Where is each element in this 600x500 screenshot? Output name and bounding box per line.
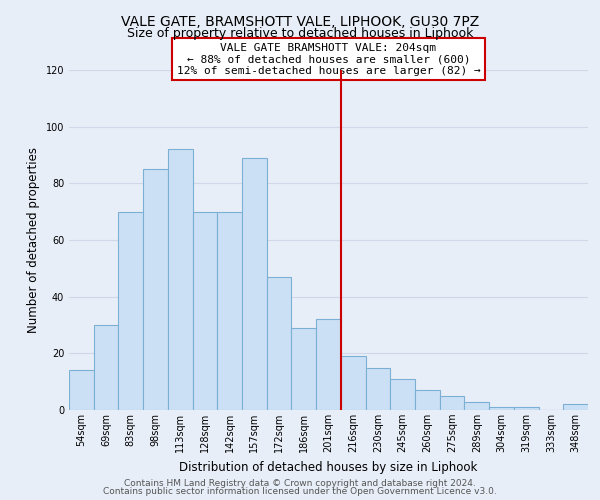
Bar	[341, 356, 365, 410]
Y-axis label: Number of detached properties: Number of detached properties	[27, 147, 40, 333]
Bar	[69, 370, 94, 410]
Bar	[514, 407, 539, 410]
Bar	[267, 277, 292, 410]
Bar	[489, 407, 514, 410]
Text: VALE GATE, BRAMSHOTT VALE, LIPHOOK, GU30 7PZ: VALE GATE, BRAMSHOTT VALE, LIPHOOK, GU30…	[121, 15, 479, 29]
Bar	[217, 212, 242, 410]
Bar	[94, 325, 118, 410]
Bar	[415, 390, 440, 410]
Text: Contains HM Land Registry data © Crown copyright and database right 2024.: Contains HM Land Registry data © Crown c…	[124, 478, 476, 488]
Bar	[193, 212, 217, 410]
Bar	[390, 379, 415, 410]
Bar	[168, 150, 193, 410]
Text: Size of property relative to detached houses in Liphook: Size of property relative to detached ho…	[127, 28, 473, 40]
Bar	[365, 368, 390, 410]
Bar	[292, 328, 316, 410]
Bar	[118, 212, 143, 410]
Text: Contains public sector information licensed under the Open Government Licence v3: Contains public sector information licen…	[103, 487, 497, 496]
Bar	[464, 402, 489, 410]
Bar	[242, 158, 267, 410]
Bar	[316, 320, 341, 410]
Bar	[563, 404, 588, 410]
X-axis label: Distribution of detached houses by size in Liphook: Distribution of detached houses by size …	[179, 460, 478, 473]
Bar	[143, 169, 168, 410]
Text: VALE GATE BRAMSHOTT VALE: 204sqm
← 88% of detached houses are smaller (600)
12% : VALE GATE BRAMSHOTT VALE: 204sqm ← 88% o…	[176, 43, 481, 76]
Bar	[440, 396, 464, 410]
